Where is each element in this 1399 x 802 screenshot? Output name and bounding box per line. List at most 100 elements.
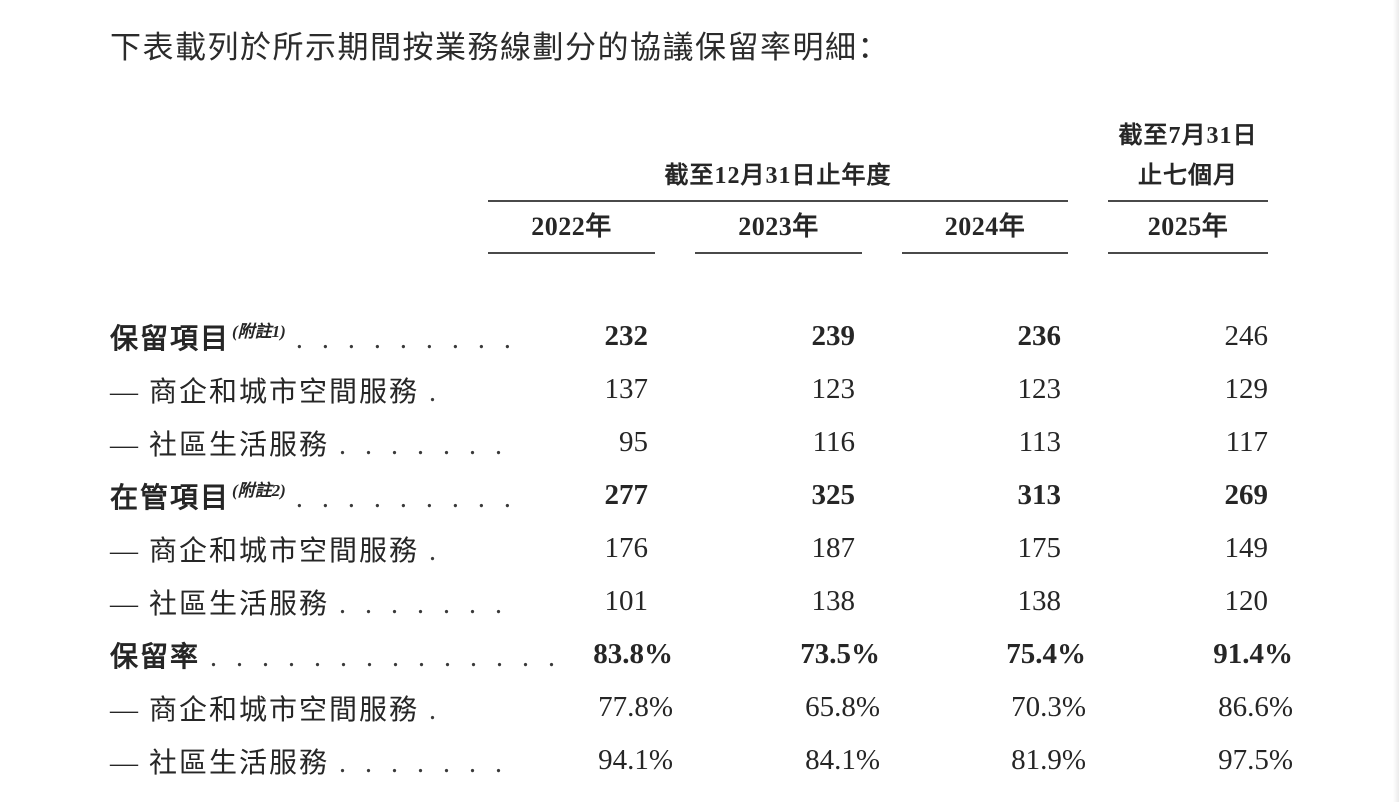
value-cell-2022年: 277 <box>460 479 655 512</box>
row-footnote-reference: (附註1) <box>232 321 286 341</box>
row-label-cell: — 社區生活服務. . . . . . . <box>110 423 502 463</box>
table-row: — 社區生活服務. . . . . . . 101 138 138 120 <box>110 575 1290 628</box>
cell-value: 236 <box>1017 320 1062 352</box>
column-header-2022: 2022年 <box>460 202 655 254</box>
column-header-rule <box>488 252 655 254</box>
column-header-rule <box>1108 252 1268 254</box>
row-label: 保留項目 <box>110 323 231 355</box>
table-row: — 社區生活服務. . . . . . . 95 116 113 117 <box>110 416 1290 469</box>
retention-rate-table: 截至12月31日止年度 截至7月31日 止七個月 2022年 <box>110 106 1293 787</box>
row-label-cell: — 商企和城市空間服務. <box>110 688 460 728</box>
table-row: 保留率. . . . . . . . . . . . . . 83.8% 73.5%… <box>110 628 1293 681</box>
cell-value: 81.9% <box>1011 744 1086 776</box>
value-cell-2025年: 86.6% <box>1068 691 1293 724</box>
cell-value: 246 <box>1224 320 1269 352</box>
cell-value: 149 <box>1224 532 1269 564</box>
row-label-cell: — 社區生活服務. . . . . . . <box>110 741 502 781</box>
table-body: 保留項目 (附註1). . . . . . . . . 232 239 236 246— … <box>110 310 1293 787</box>
cell-value: 277 <box>604 479 649 511</box>
cell-value: 113 <box>1018 426 1061 458</box>
dot-leader: . <box>429 694 443 726</box>
column-header-2025: 2025年 <box>1068 202 1275 254</box>
group-header-rule <box>1108 200 1268 202</box>
table-column-header-row: 2022年 2023年 2024年 2025年 <box>110 202 1290 254</box>
row-label: 保留率 <box>110 641 201 673</box>
row-label-cell: — 社區生活服務. . . . . . . <box>110 582 502 622</box>
group-header-rule <box>488 200 1068 202</box>
value-cell-2023年: 116 <box>655 426 862 459</box>
row-label: 在管項目 <box>110 482 231 514</box>
column-header-label: 2025年 <box>1147 212 1229 241</box>
value-cell-2023年: 138 <box>655 585 862 618</box>
value-cell-2025年: 91.4% <box>1068 638 1293 671</box>
value-cell-2023年: 73.5% <box>655 638 880 671</box>
value-cell-2023年: 123 <box>655 373 862 406</box>
value-cell-2024年: 313 <box>862 479 1068 512</box>
value-cell-2024年: 70.3% <box>862 691 1086 724</box>
dot-leader: . . . . . . . . . <box>295 482 517 514</box>
cell-value: 137 <box>604 373 649 405</box>
value-cell-2022年: 176 <box>460 532 655 565</box>
cell-value: 73.5% <box>800 638 880 670</box>
dot-leader: . . . . . . . . . . . . . . <box>210 641 562 673</box>
seven-months-label-line1: 截至7月31日 <box>1118 123 1258 149</box>
table-row: 保留項目 (附註1). . . . . . . . . 232 239 236 246 <box>110 310 1290 363</box>
column-header-rule <box>695 252 862 254</box>
value-cell-2025年: 269 <box>1068 479 1275 512</box>
value-cell-2022年: 137 <box>460 373 655 406</box>
seven-months-group-header: 截至7月31日 止七個月 <box>1068 106 1275 202</box>
value-cell-2022年: 83.8% <box>460 638 673 671</box>
value-cell-2023年: 187 <box>655 532 862 565</box>
row-label: — 商企和城市空間服務 <box>110 694 420 726</box>
column-header-label: 2024年 <box>944 212 1026 241</box>
table-row: — 商企和城市空間服務. 176 187 175 149 <box>110 522 1290 575</box>
row-label-cell: 保留項目 (附註1). . . . . . . . . <box>110 317 511 357</box>
column-header-2023: 2023年 <box>655 202 862 254</box>
seven-months-label-line2: 止七個月 <box>1138 163 1238 189</box>
value-cell-2024年: 138 <box>862 585 1068 618</box>
value-cell-2025年: 246 <box>1068 320 1275 353</box>
value-cell-2022年: 95 <box>460 426 655 459</box>
cell-value: 91.4% <box>1213 638 1293 670</box>
cell-value: 325 <box>811 479 856 511</box>
dot-leader: . . . . . . . <box>339 747 509 779</box>
cell-value: 83.8% <box>593 638 673 670</box>
cell-value: 123 <box>811 373 856 405</box>
value-cell-2024年: 236 <box>862 320 1068 353</box>
year-ended-group-label: 截至12月31日止年度 <box>664 163 892 189</box>
page-right-edge <box>1393 0 1399 802</box>
dot-leader: . . . . . . . . . <box>295 323 517 355</box>
cell-value: 70.3% <box>1011 691 1086 723</box>
cell-value: 269 <box>1224 479 1269 511</box>
table-row: — 商企和城市空間服務. 77.8% 65.8% 70.3% 86.6% <box>110 681 1293 734</box>
table-row: — 社區生活服務. . . . . . . 94.1% 84.1% 81.9% 97.5… <box>110 734 1293 787</box>
cell-value: 95 <box>619 426 648 458</box>
cell-value: 123 <box>1017 373 1062 405</box>
cell-value: 75.4% <box>1006 638 1086 670</box>
value-cell-2022年: 101 <box>460 585 655 618</box>
cell-value: 116 <box>812 426 855 458</box>
value-cell-2022年: 94.1% <box>460 744 673 777</box>
cell-value: 138 <box>811 585 856 617</box>
table-group-header-row: 截至12月31日止年度 截至7月31日 止七個月 <box>110 106 1290 202</box>
row-label: — 社區生活服務 <box>110 588 330 620</box>
page-title: 下表載列於所示期間按業務線劃分的協議保留率明細： <box>110 30 890 65</box>
value-cell-2025年: 149 <box>1068 532 1275 565</box>
value-cell-2024年: 123 <box>862 373 1068 406</box>
row-label-cell: 保留率. . . . . . . . . . . . . . <box>110 635 555 675</box>
row-label-cell: — 商企和城市空間服務. <box>110 370 460 410</box>
cell-value: 94.1% <box>598 744 673 776</box>
row-footnote-reference: (附註2) <box>232 480 286 500</box>
value-cell-2024年: 81.9% <box>862 744 1086 777</box>
value-cell-2025年: 120 <box>1068 585 1275 618</box>
column-header-rule <box>902 252 1068 254</box>
column-header-label: 2022年 <box>531 212 612 241</box>
row-label: — 商企和城市空間服務 <box>110 376 420 408</box>
value-cell-2025年: 129 <box>1068 373 1275 406</box>
cell-value: 101 <box>604 585 649 617</box>
dot-leader: . <box>429 376 443 408</box>
value-cell-2023年: 84.1% <box>655 744 880 777</box>
row-label: — 商企和城市空間服務 <box>110 535 420 567</box>
row-label-cell: 在管項目 (附註2). . . . . . . . . <box>110 476 511 516</box>
